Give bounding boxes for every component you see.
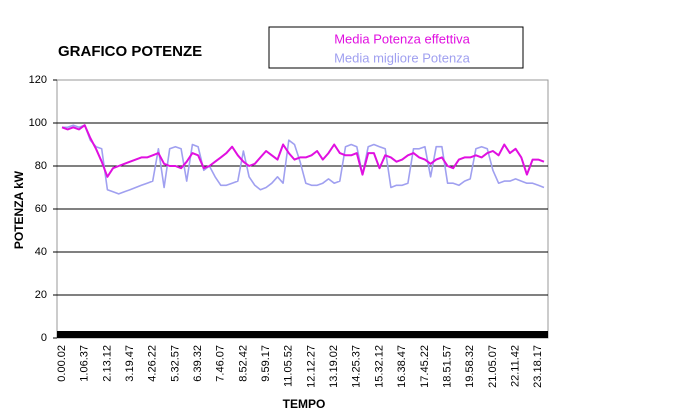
x-axis-label: TEMPO (283, 397, 326, 411)
legend-box (268, 26, 524, 69)
x-tick-label: 23.18.17 (532, 345, 544, 388)
legend-label: Media migliore Potenza (334, 50, 471, 65)
x-tick-label: 17.45.22 (419, 345, 431, 388)
x-tick-label: 21.05.07 (487, 345, 499, 388)
y-tick-label: 60 (35, 203, 47, 215)
y-tick-label: 0 (41, 332, 47, 344)
x-tick-label: 7.46.07 (215, 345, 227, 382)
legend-label: Media Potenza effettiva (334, 31, 470, 46)
series-line (62, 124, 545, 195)
x-tick-label: 18.51.57 (441, 345, 453, 388)
x-tick-label: 13.19.02 (328, 345, 340, 388)
x-tick-label: 16.38.47 (396, 345, 408, 388)
y-tick-label: 80 (35, 160, 47, 172)
series-line (61, 124, 545, 178)
x-tick-label: 6.39.32 (192, 345, 204, 382)
x-tick-label: 1.06.37 (79, 345, 91, 382)
y-axis-label: POTENZA kW (12, 170, 26, 249)
x-tick-label: 2.13.12 (101, 345, 113, 382)
x-tick-label: 12.12.27 (305, 345, 317, 388)
x-tick-label: 11.05.52 (283, 345, 295, 387)
y-tick-label: 100 (29, 117, 47, 129)
x-tick-label: 14.25.37 (351, 345, 363, 388)
x-tick-label: 4.26.22 (147, 345, 159, 382)
x-tick-label: 0.00.02 (56, 345, 68, 382)
chart-title: GRAFICO POTENZE (58, 43, 202, 60)
x-tick-label: 19.58.32 (464, 345, 476, 388)
x-tick-label: 9.59.17 (260, 345, 272, 382)
y-tick-label: 20 (35, 289, 47, 301)
y-tick-label: 120 (29, 74, 47, 86)
x-tick-label: 8.52.42 (237, 345, 249, 382)
x-tick-label: 15.32.12 (373, 345, 385, 388)
x-tick-label: 3.19.47 (124, 345, 136, 382)
x-tick-label: 22.11.42 (510, 345, 522, 387)
y-tick-label: 40 (35, 246, 47, 258)
floor (57, 331, 548, 338)
x-tick-label: 5.32.57 (169, 345, 181, 382)
